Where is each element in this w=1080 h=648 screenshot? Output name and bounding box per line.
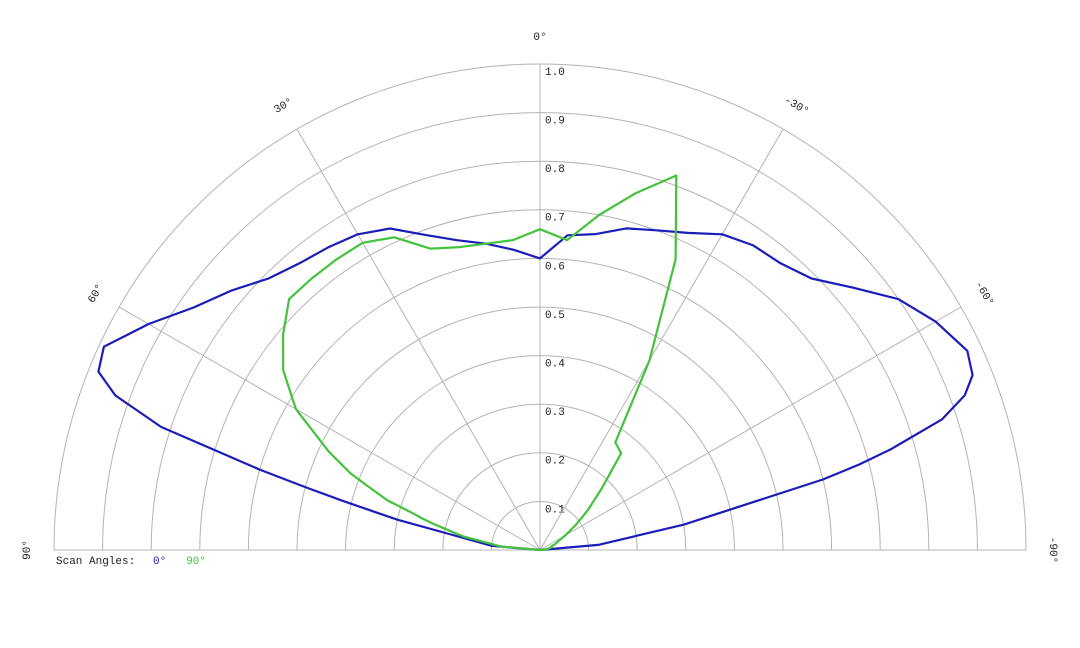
grid-spoke	[118, 306, 541, 551]
legend-title: Scan Angles:	[56, 556, 135, 568]
r-tick-label: 0.4	[545, 359, 565, 371]
legend-entry: 0°	[153, 556, 166, 568]
theta-tick-label: 0°	[533, 32, 546, 44]
theta-tick-label: 90°	[22, 540, 34, 560]
r-tick-label: 0.1	[545, 504, 565, 516]
r-tick-label: 0.7	[545, 213, 565, 225]
r-tick-label: 0.8	[545, 164, 565, 176]
r-tick-label: 0.5	[545, 310, 565, 322]
grid-spoke	[296, 128, 541, 551]
r-tick-label: 0.2	[545, 456, 565, 468]
theta-tick-label: -30°	[782, 95, 811, 119]
r-tick-label: 0.3	[545, 407, 565, 419]
legend-entry: 90°	[186, 556, 206, 568]
r-tick-label: 1.0	[545, 67, 565, 79]
grid-spoke	[539, 128, 784, 551]
theta-tick-label: 30°	[272, 96, 295, 116]
r-tick-label: 0.6	[545, 261, 565, 273]
series-line	[282, 174, 678, 552]
series-line	[97, 227, 974, 552]
r-tick-label: 0.9	[545, 116, 565, 128]
theta-tick-label: -60°	[972, 280, 996, 309]
grid-spoke	[539, 306, 962, 551]
theta-tick-label: -90°	[1046, 537, 1058, 563]
theta-tick-label: 60°	[86, 282, 106, 305]
